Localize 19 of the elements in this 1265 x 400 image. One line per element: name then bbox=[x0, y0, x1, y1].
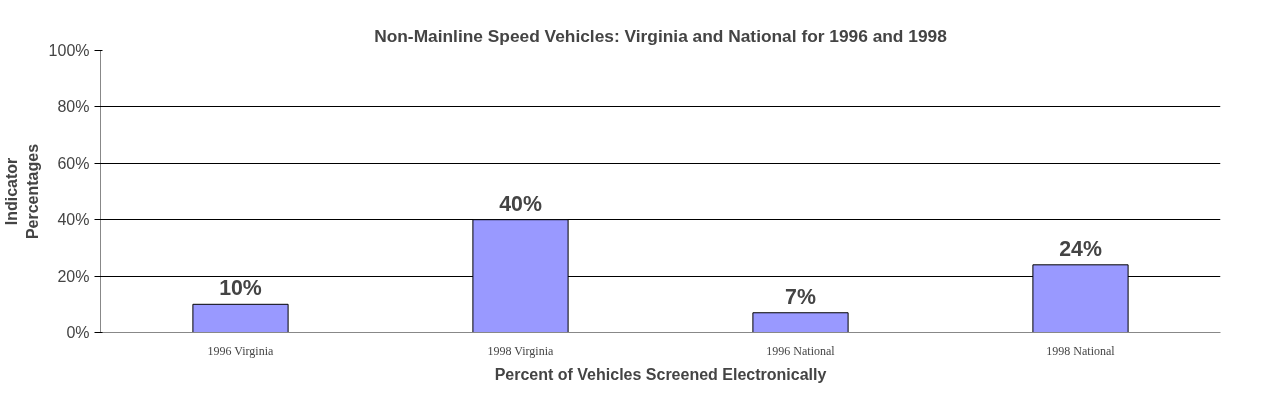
y-tick-label: 60% bbox=[57, 154, 90, 172]
y-tick-label: 0% bbox=[66, 324, 90, 341]
data-label: 40% bbox=[499, 191, 542, 216]
x-tick-label: 1998 National bbox=[1046, 343, 1116, 358]
bar bbox=[752, 312, 849, 333]
bar bbox=[192, 303, 289, 333]
y-tick-label: 100% bbox=[48, 42, 90, 59]
x-tick-label: 1998 Virginia bbox=[487, 343, 554, 358]
chart-title: Non-Mainline Speed Vehicles: Virginia and National for 1996 and 1998 bbox=[374, 25, 948, 46]
x-tick-label: 1996 National bbox=[766, 343, 836, 358]
y-tick-label: 40% bbox=[57, 211, 90, 229]
data-label: 7% bbox=[785, 284, 816, 309]
data-label: 24% bbox=[1059, 236, 1102, 261]
x-tick-label: 1996 Virginia bbox=[207, 343, 274, 358]
y-tick-label: 20% bbox=[57, 267, 90, 285]
data-label: 10% bbox=[219, 276, 262, 301]
y-axis-title: Indicator Percentages bbox=[3, 143, 41, 240]
y-tick-label: 80% bbox=[57, 98, 90, 116]
x-axis-title: Percent of Vehicles Screened Electronically bbox=[494, 365, 827, 383]
